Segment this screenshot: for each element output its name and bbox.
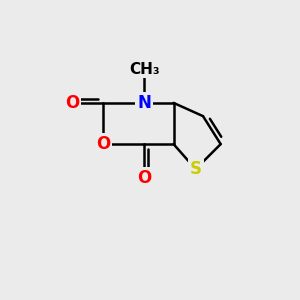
Text: N: N [137, 94, 151, 112]
Text: O: O [65, 94, 79, 112]
Text: O: O [137, 169, 151, 187]
Text: CH₃: CH₃ [129, 61, 159, 76]
Text: O: O [96, 135, 110, 153]
Text: S: S [190, 160, 202, 178]
